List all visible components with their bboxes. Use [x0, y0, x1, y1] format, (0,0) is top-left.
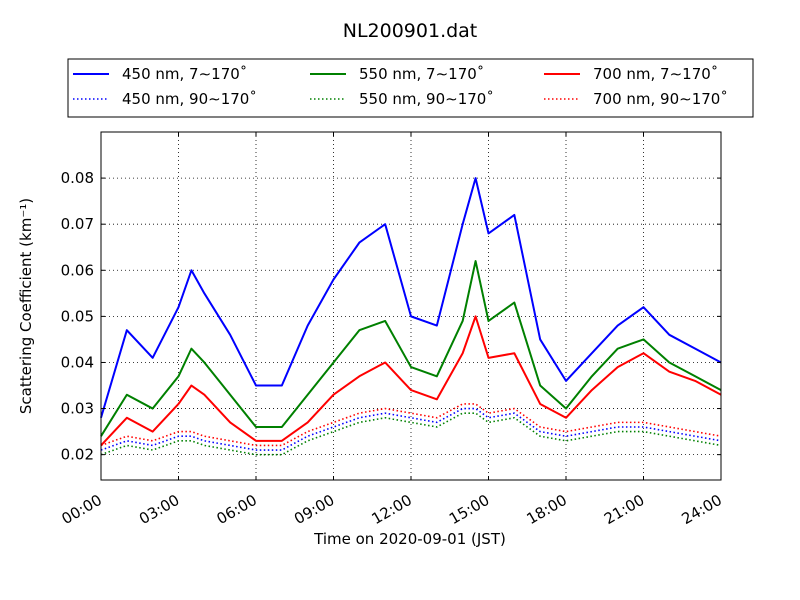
legend-label: 550 nm, 90∼170˚: [359, 90, 494, 108]
y-tick-label: 0.06: [61, 261, 94, 279]
legend: 450 nm, 7∼170˚ 550 nm, 7∼170˚ 700 nm, 7∼17…: [67, 58, 754, 118]
legend-label: 450 nm, 90∼170˚: [122, 90, 257, 108]
y-tick-label: 0.04: [61, 353, 94, 371]
x-tick-label: 09:00: [291, 491, 337, 528]
y-tick-label: 0.03: [61, 400, 94, 418]
x-tick-label: 03:00: [136, 491, 182, 528]
x-tick-label: 18:00: [524, 491, 570, 528]
y-tick-label: 0.05: [61, 307, 94, 325]
x-axis-label: Time on 2020-09-01 (JST): [313, 530, 506, 548]
legend-label: 550 nm, 7∼170˚: [359, 65, 484, 83]
legend-label: 450 nm, 7∼170˚: [122, 65, 247, 83]
x-tick-label: 21:00: [601, 491, 647, 528]
x-tick-label: 24:00: [679, 491, 725, 528]
x-tick-label: 06:00: [214, 491, 260, 528]
y-tick-label: 0.02: [61, 446, 94, 464]
y-tick-label: 0.07: [61, 215, 94, 233]
x-tick-label: 15:00: [446, 491, 492, 528]
legend-label: 700 nm, 7∼170˚: [593, 65, 718, 83]
series-layer: [100, 177, 722, 456]
ticks: 00:00 03:00 06:00 09:00 12:00 15:00 18:00 21:00…: [59, 132, 725, 528]
series-line: [100, 315, 722, 447]
series-line: [100, 260, 722, 437]
x-tick-label: 12:00: [369, 491, 415, 528]
series-line: [100, 407, 722, 451]
y-axis-label: Scattering Coefficient (km⁻¹): [17, 198, 35, 414]
series-line: [100, 177, 722, 419]
y-tick-label: 0.08: [61, 169, 94, 187]
x-tick-label: 00:00: [59, 491, 105, 528]
grid: [101, 132, 721, 480]
chart-title: NL200901.dat: [343, 20, 478, 42]
legend-frame: [67, 58, 754, 118]
legend-label: 700 nm, 90∼170˚: [593, 90, 728, 108]
